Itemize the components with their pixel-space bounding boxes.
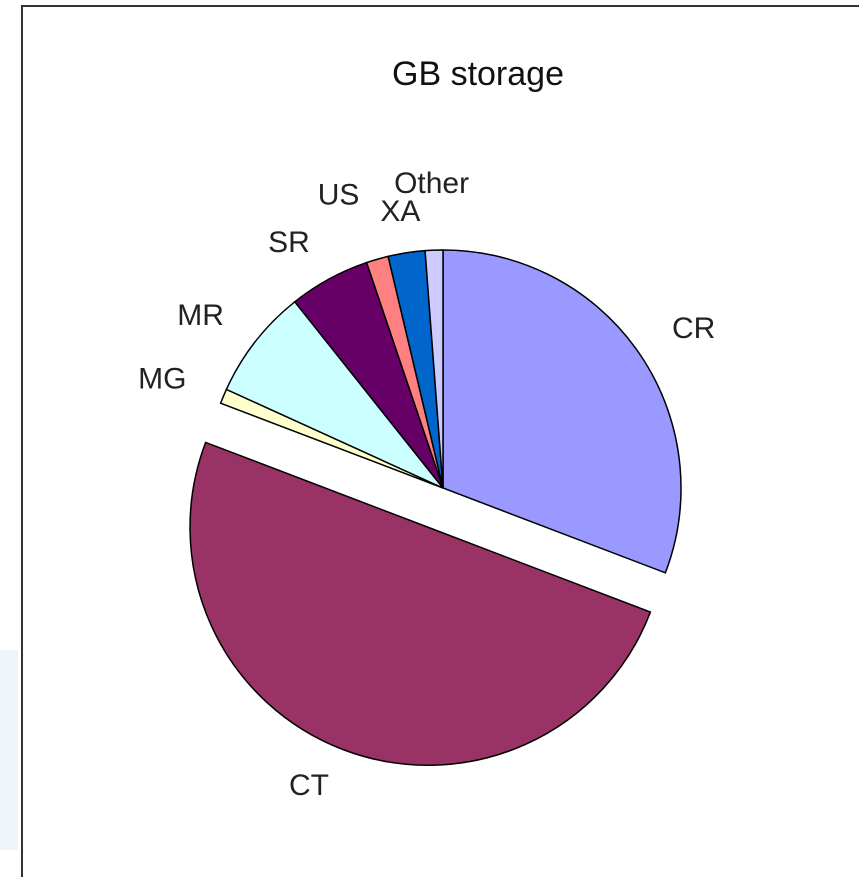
slice-label: MG [138, 363, 186, 396]
slice-label: CR [672, 312, 715, 345]
pie-slice [424, 249, 444, 489]
slice-label: XA [380, 195, 420, 228]
slice-label: Other [394, 167, 469, 200]
pie-slice [225, 300, 444, 489]
pie-slice [442, 249, 682, 574]
slice-label: CT [289, 769, 329, 802]
slice-label: SR [268, 226, 310, 259]
slice-label: MR [177, 299, 224, 332]
chart-title: GB storage [392, 55, 564, 93]
slice-label: US [318, 179, 360, 212]
pie-slice [189, 441, 652, 766]
background-panel [0, 650, 18, 850]
